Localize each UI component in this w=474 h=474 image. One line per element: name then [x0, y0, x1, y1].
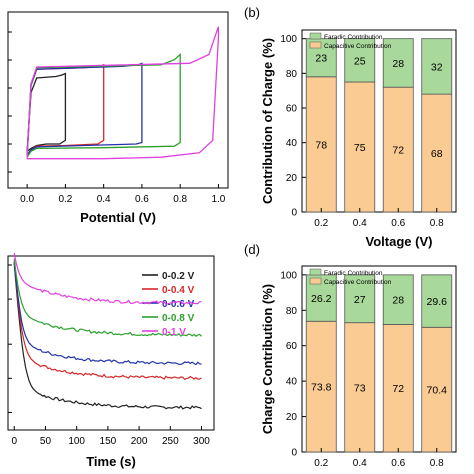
y-tick-label: 0 — [291, 448, 297, 459]
x-tick-label: 0 — [11, 436, 17, 447]
legend-label-capacitive: Capacitive Contribution — [324, 279, 392, 286]
bar-value-capacitive: 73.8 — [311, 382, 332, 394]
x-tick-label: 0.8 — [430, 458, 444, 469]
x-tick-label: 0.6 — [135, 194, 149, 205]
x-tick-label: 0.2 — [314, 458, 328, 469]
bar-capacitive — [382, 324, 414, 453]
bar-value-capacitive: 72 — [392, 383, 404, 395]
bar-value-capacitive: 68 — [431, 148, 443, 160]
y-tick-label: 80 — [286, 69, 298, 80]
bar-value-faradic: 26.2 — [311, 293, 332, 305]
y-tick-label: 20 — [286, 412, 298, 423]
panel-b-contribution-bars: 0 20 40 60 80 100 78 23 0.2 75 25 0.4 72 28 0.6 68 32 0.8… — [244, 5, 457, 249]
y-axis-label: Charge Contribution (%) — [260, 284, 275, 434]
plot-frame — [7, 11, 229, 189]
panel-d-charge-bars: 0 20 40 60 80 100 73.8 26.2 0.2 73 27 0.4 72 28 0.6 70.… — [244, 242, 457, 469]
cv-curve-0 — [26, 72, 67, 152]
x-axis-label: Time (s) — [86, 454, 136, 469]
x-tick-label: 0.2 — [314, 218, 328, 229]
bar-value-faradic: 29.6 — [427, 296, 448, 308]
y-tick-label: 80 — [286, 306, 298, 317]
legend-label: 0-0.6 V — [162, 299, 195, 310]
bar-value-faradic: 23 — [315, 53, 327, 65]
panel-a-cv-curves: 0.0 0.2 0.4 0.6 0.8 1.0 Potential (V) — [7, 11, 229, 225]
decay-curve-2 — [13, 261, 202, 366]
bar-faradic — [421, 274, 453, 328]
x-tick-label: 1.0 — [211, 194, 225, 205]
bar-value-capacitive: 70.4 — [427, 385, 448, 397]
y-tick-label: 100 — [280, 34, 297, 45]
legend-label: 0-0.4 V — [162, 285, 195, 296]
legend-swatch-faradic — [309, 32, 322, 40]
x-tick-label: 150 — [100, 436, 117, 447]
bar-faradic — [344, 274, 376, 324]
plot-frame — [301, 29, 457, 213]
legend-label-faradic: Faradic Contribution — [324, 270, 383, 277]
decay-curve-1 — [13, 261, 202, 381]
bar-faradic — [382, 38, 414, 88]
x-tick-label: 0.4 — [97, 194, 111, 205]
legend-label: 0-0.2 V — [162, 271, 195, 282]
bar-value-capacitive: 78 — [315, 139, 327, 151]
x-tick-label: 0.0 — [20, 194, 34, 205]
y-tick-label: 40 — [286, 377, 298, 388]
y-tick-label: 60 — [286, 104, 298, 115]
bar-capacitive — [344, 81, 376, 213]
bar-value-faradic: 28 — [392, 295, 404, 307]
legend-label: 0-1 V — [162, 327, 186, 338]
panel-label: (d) — [244, 242, 260, 257]
bar-value-capacitive: 72 — [392, 145, 404, 157]
cv-curve-4 — [26, 26, 220, 160]
bar-faradic — [344, 38, 376, 83]
bar-value-faradic: 28 — [392, 58, 404, 70]
bar-faradic — [421, 38, 453, 95]
x-tick-label: 0.4 — [353, 458, 367, 469]
panel-c-current-decay: 0 50 100 150 200 250 300 0-0.2 V 0-0.4 V 0-0.6 V 0… — [7, 252, 215, 469]
y-tick-label: 60 — [286, 341, 298, 352]
x-tick-label: 300 — [193, 436, 210, 447]
panel-label: (b) — [244, 5, 260, 20]
bar-value-faradic: 32 — [431, 61, 443, 73]
plot-frame — [7, 255, 215, 431]
x-tick-label: 0.8 — [173, 194, 187, 205]
x-axis-label: Voltage (V) — [366, 234, 433, 249]
legend-label-capacitive: Capacitive Contribution — [324, 43, 392, 50]
bar-faradic — [382, 274, 414, 325]
x-tick-label: 200 — [131, 436, 148, 447]
decay-curve-4 — [13, 252, 202, 305]
y-tick-label: 20 — [286, 173, 298, 184]
legend-label-faradic: Faradic Contribution — [324, 34, 383, 41]
x-tick-label: 0.6 — [391, 218, 405, 229]
y-tick-label: 0 — [291, 208, 297, 219]
legend-swatch-capacitive — [309, 277, 322, 285]
decay-curve-3 — [13, 258, 202, 337]
bar-value-faradic: 25 — [354, 55, 366, 67]
legend-swatch-capacitive — [309, 41, 322, 49]
plot-frame — [301, 265, 457, 453]
x-axis-label: Potential (V) — [80, 210, 156, 225]
x-tick-label: 0.6 — [391, 458, 405, 469]
bar-capacitive — [421, 93, 453, 213]
bar-value-faradic: 27 — [354, 294, 366, 306]
x-tick-label: 0.8 — [430, 218, 444, 229]
legend-label: 0-0.8 V — [162, 313, 195, 324]
bar-value-capacitive: 73 — [354, 382, 366, 394]
legend-swatch-faradic — [309, 268, 322, 276]
x-tick-label: 0.2 — [58, 194, 72, 205]
y-tick-label: 100 — [280, 270, 297, 281]
x-tick-label: 250 — [162, 436, 179, 447]
decay-curve-0 — [13, 263, 202, 410]
y-tick-label: 40 — [286, 138, 298, 149]
x-tick-label: 0.4 — [353, 218, 367, 229]
x-tick-label: 100 — [68, 436, 85, 447]
bar-value-capacitive: 75 — [354, 142, 366, 154]
x-tick-label: 50 — [40, 436, 52, 447]
y-axis-label: Contribution of Charge (%) — [260, 38, 275, 204]
